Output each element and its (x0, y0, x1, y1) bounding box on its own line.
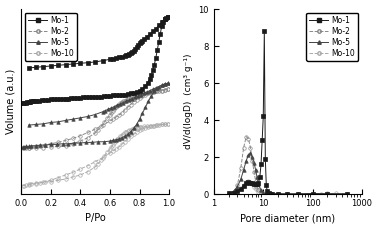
Legend: Mo-1, Mo-2, Mo-5, Mo-10: Mo-1, Mo-2, Mo-5, Mo-10 (306, 13, 358, 61)
X-axis label: Pore diameter (nm): Pore diameter (nm) (240, 213, 336, 224)
X-axis label: P/Po: P/Po (85, 213, 105, 224)
Y-axis label: dV/d(logD)  (cm³ g⁻¹): dV/d(logD) (cm³ g⁻¹) (184, 54, 193, 149)
Y-axis label: Volume (a.u.): Volume (a.u.) (6, 69, 15, 134)
Legend: Mo-1, Mo-2, Mo-5, Mo-10: Mo-1, Mo-2, Mo-5, Mo-10 (25, 13, 77, 61)
